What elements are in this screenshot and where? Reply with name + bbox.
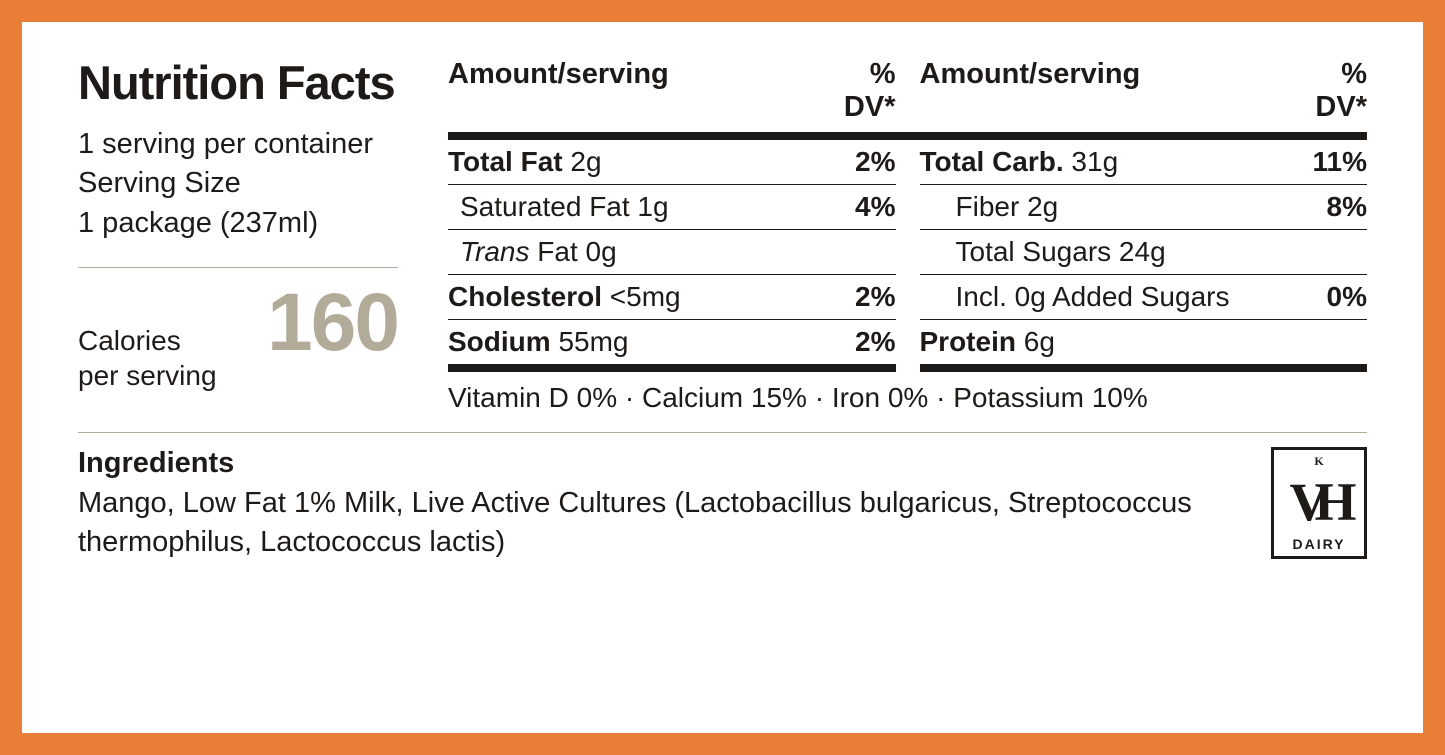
rule-thick (448, 364, 896, 372)
added-sugars-dv: 0% (1287, 275, 1367, 319)
fiber-cell: Fiber 2g (920, 185, 1264, 229)
right-column: Amount/serving % DV* Amount/serving % DV… (448, 58, 1367, 414)
col-header-amount-2: Amount/serving (920, 58, 1264, 132)
total-sugars-cell: Total Sugars 24g (920, 230, 1264, 274)
sodium-cell: Sodium 55mg (448, 320, 792, 364)
rule-thick (448, 132, 1367, 140)
calories-label-line2: per serving (78, 358, 217, 393)
calories-label-line1: Calories (78, 323, 217, 358)
sat-fat-cell: Saturated Fat 1g (448, 185, 792, 229)
total-carb-label: Total Carb. (920, 146, 1064, 177)
calories-value: 160 (267, 286, 398, 360)
cholesterol-value: <5mg (602, 281, 681, 312)
left-column: Nutrition Facts 1 serving per container … (78, 58, 398, 414)
nutrition-panel: Nutrition Facts 1 serving per container … (22, 22, 1423, 733)
trans-suffix: Fat 0g (530, 236, 617, 267)
top-block: Nutrition Facts 1 serving per container … (78, 58, 1367, 414)
kosher-dairy-badge: K VH DAIRY (1271, 447, 1367, 562)
cholesterol-label: Cholesterol (448, 281, 602, 312)
bottom-block: Ingredients Mango, Low Fat 1% Milk, Live… (78, 447, 1367, 562)
cert-k: K (1314, 454, 1323, 469)
cholesterol-cell: Cholesterol <5mg (448, 275, 792, 319)
total-fat-label: Total Fat (448, 146, 563, 177)
protein-label: Protein (920, 326, 1016, 357)
sodium-value: 55mg (551, 326, 629, 357)
calories-row: Calories per serving 160 (78, 286, 398, 393)
ingredients-text: Mango, Low Fat 1% Milk, Live Active Cult… (78, 484, 1231, 562)
total-fat-cell: Total Fat 2g (448, 140, 792, 184)
panel-title: Nutrition Facts (78, 58, 398, 107)
cert-monogram: VH (1290, 478, 1343, 527)
sodium-dv: 2% (816, 320, 896, 364)
serving-size-value: 1 package (237ml) (78, 204, 398, 243)
cert-box: K VH DAIRY (1271, 447, 1367, 559)
vitamins-line: Vitamin D 0% · Calcium 15% · Iron 0% · P… (448, 372, 1367, 414)
total-fat-dv: 2% (816, 140, 896, 184)
fiber-dv: 8% (1287, 185, 1367, 229)
total-carb-cell: Total Carb. 31g (920, 140, 1264, 184)
added-sugars-cell: Incl. 0g Added Sugars (920, 275, 1264, 319)
calories-label: Calories per serving (78, 323, 217, 393)
ingredients-title: Ingredients (78, 447, 1231, 480)
servings-info: 1 serving per container Serving Size 1 p… (78, 125, 398, 242)
sodium-label: Sodium (448, 326, 551, 357)
col-header-dv-1: % DV* (816, 58, 896, 132)
protein-dv (1287, 320, 1367, 364)
servings-per-container: 1 serving per container (78, 125, 398, 164)
col-header-dv-2: % DV* (1287, 58, 1367, 132)
rule-thick (920, 364, 1368, 372)
protein-value: 6g (1016, 326, 1055, 357)
col-header-amount-1: Amount/serving (448, 58, 792, 132)
total-carb-value: 31g (1064, 146, 1119, 177)
sat-fat-dv: 4% (816, 185, 896, 229)
total-carb-dv: 11% (1287, 140, 1367, 184)
ingredients: Ingredients Mango, Low Fat 1% Milk, Live… (78, 447, 1231, 562)
total-sugars-dv (1287, 230, 1367, 274)
nutrients-table: Amount/serving % DV* Amount/serving % DV… (448, 58, 1367, 414)
cert-dairy-label: DAIRY (1292, 536, 1345, 552)
divider (78, 267, 398, 268)
total-fat-value: 2g (563, 146, 602, 177)
trans-fat-cell: Trans Fat 0g (448, 230, 792, 274)
trans-prefix: Trans (460, 236, 530, 267)
divider (78, 432, 1367, 433)
trans-fat-dv (816, 230, 896, 274)
serving-size-label: Serving Size (78, 164, 398, 203)
cholesterol-dv: 2% (816, 275, 896, 319)
protein-cell: Protein 6g (920, 320, 1264, 364)
